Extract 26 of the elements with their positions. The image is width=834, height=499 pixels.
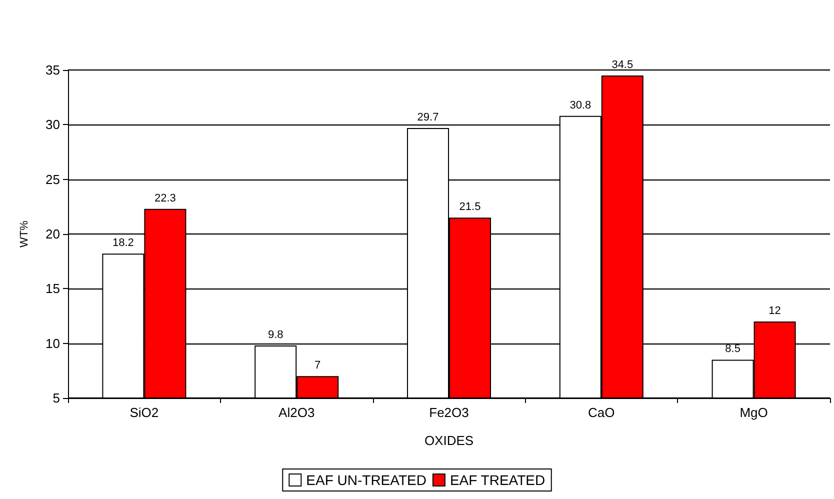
y-axis-title: WT% [18, 220, 30, 248]
y-tick-label: 15 [46, 281, 60, 296]
y-tick-label: 5 [52, 390, 60, 406]
y-tick-label: 20 [46, 226, 60, 242]
x-tick-label: Al2O3 [278, 405, 315, 420]
x-tick-label: Fe2O3 [429, 405, 469, 420]
y-tick-label: 35 [46, 62, 60, 78]
data-label: 29.7 [417, 111, 439, 124]
x-tick-label: MgO [740, 405, 768, 420]
data-label: 22.3 [154, 192, 176, 204]
data-label: 8.5 [725, 343, 740, 356]
data-label: 9.8 [268, 329, 284, 342]
data-label: 12 [768, 304, 781, 317]
data-label: 7 [314, 360, 321, 372]
x-tick-label: CaO [588, 405, 615, 420]
y-tick-label: 30 [46, 117, 60, 132]
data-label: 21.5 [459, 201, 481, 214]
y-tick-label: 25 [46, 172, 60, 187]
data-label: 18.2 [112, 237, 134, 250]
y-tick-label: 10 [46, 336, 60, 351]
data-label: 30.8 [570, 99, 592, 112]
legend-label: EAF TREATED [450, 472, 546, 488]
data-label: 34.5 [612, 58, 634, 71]
legend-label: EAF UN-TREATED [306, 472, 426, 488]
x-axis-title: OXIDES [424, 433, 474, 448]
x-tick-label: SiO2 [130, 405, 159, 420]
